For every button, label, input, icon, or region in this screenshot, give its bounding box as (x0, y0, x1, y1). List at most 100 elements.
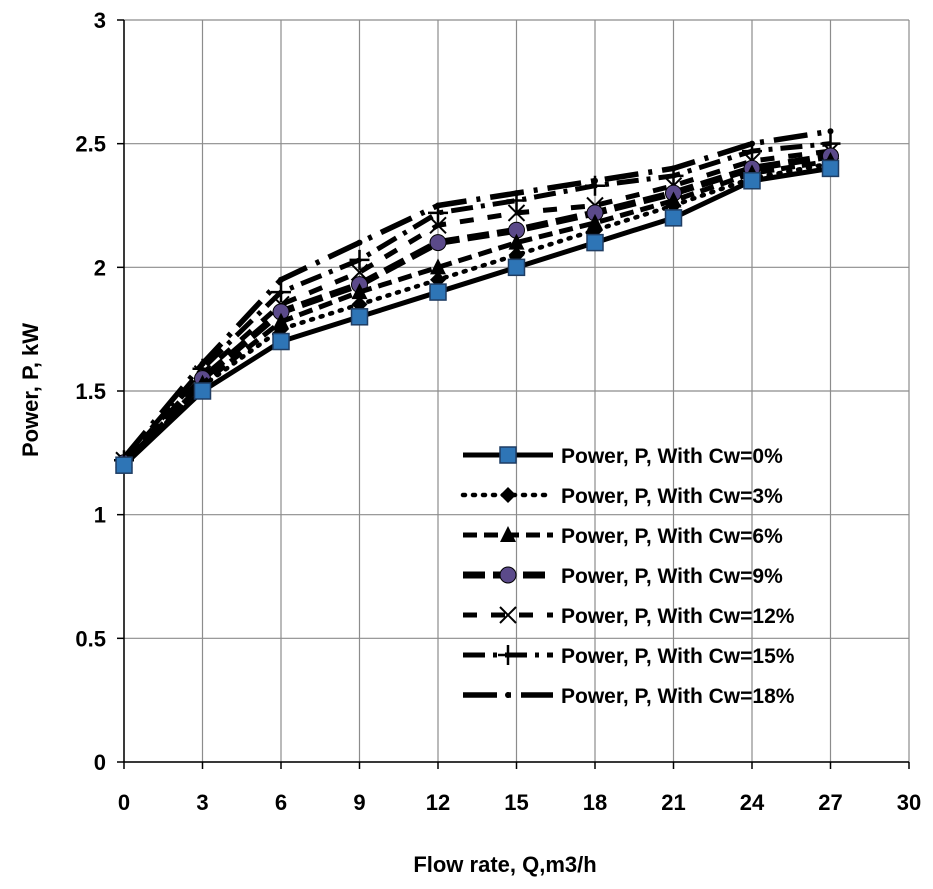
x-tick-label: 3 (196, 790, 208, 815)
data-point (507, 204, 526, 222)
marker-triangle (430, 258, 446, 275)
data-point (115, 456, 133, 474)
series-line (122, 165, 831, 468)
legend-swatch-marker (505, 692, 511, 698)
marker-square (586, 233, 604, 252)
legend-entry: Power, P, With Cw=9% (463, 565, 783, 588)
data-point (351, 283, 368, 300)
series-line (121, 152, 832, 466)
data-point (587, 213, 603, 230)
series-line (122, 141, 831, 462)
legend: Power, P, With Cw=0% Power, P, With Cw=3%… (460, 445, 795, 708)
tick-labels: 0 3 6 9 12 15 18 21 24 27 30 0 0.5 1 1.5 2 2.5 3 (75, 8, 921, 815)
marker-plus (349, 249, 370, 270)
data-point (429, 283, 447, 301)
data-point (506, 190, 527, 211)
data-point (272, 332, 290, 351)
marker-circle (429, 234, 447, 252)
series-line (121, 128, 831, 460)
legend-entry: Power, P, With Cw=6% (463, 525, 783, 548)
marker-dot (356, 239, 363, 246)
marker-square (350, 308, 369, 326)
marker-square (499, 446, 517, 464)
y-tick-label: 1.5 (75, 379, 106, 404)
data-point (428, 202, 448, 223)
marker-triangle (273, 312, 289, 329)
data-point (663, 165, 684, 186)
legend-label: Power, P, With Cw=3% (561, 485, 783, 508)
x-tick-label: 15 (504, 790, 528, 815)
marker-square (821, 159, 840, 178)
marker-diamond (500, 487, 516, 503)
y-tick-label: 3 (94, 8, 106, 33)
axes (117, 19, 910, 769)
marker-square (115, 456, 133, 474)
series-4 (115, 147, 839, 472)
marker-plus (663, 165, 684, 186)
y-tick-label: 2.5 (75, 132, 106, 157)
marker-plus (506, 190, 527, 211)
x-tick-label: 24 (740, 790, 765, 815)
legend-swatch-marker (500, 487, 516, 503)
x-tick-label: 0 (118, 790, 130, 815)
series-line (121, 161, 833, 468)
marker-x (350, 263, 369, 281)
marker-square (429, 283, 447, 301)
data-point (349, 249, 370, 270)
marker-triangle (587, 213, 603, 230)
legend-label: Power, P, With Cw=18% (561, 685, 795, 708)
y-tick-label: 0 (94, 750, 106, 775)
data-point (585, 175, 605, 196)
marker-x (429, 216, 447, 234)
y-tick-label: 2 (94, 255, 106, 280)
marker-diamond (508, 246, 525, 263)
marker-plus (742, 141, 762, 162)
data-point (193, 382, 212, 400)
legend-swatch-marker (500, 526, 516, 542)
marker-square (507, 258, 526, 277)
data-point (827, 128, 834, 135)
marker-square (193, 382, 212, 400)
x-tick-label: 18 (583, 790, 607, 815)
y-tick-label: 0.5 (75, 626, 106, 651)
marker-x (499, 606, 517, 624)
data-point (271, 282, 291, 303)
marker-dot (278, 276, 284, 283)
marker-plus (271, 282, 291, 303)
data-point (273, 312, 289, 329)
x-tick-label: 21 (661, 790, 685, 815)
x-tick-label: 6 (275, 790, 287, 815)
legend-swatch-marker (499, 566, 517, 584)
data-point (508, 246, 525, 263)
marker-dot (827, 128, 834, 135)
series-2 (116, 155, 839, 474)
data-point (664, 209, 683, 227)
series-1 (115, 159, 840, 474)
data-point (350, 263, 369, 281)
marker-x (507, 204, 526, 222)
legend-entry: Power, P, With Cw=15% (463, 645, 795, 668)
data-point (356, 239, 363, 246)
x-tick-label: 12 (426, 790, 450, 815)
series-6 (114, 133, 841, 471)
legend-label: Power, P, With Cw=0% (561, 445, 783, 468)
marker-triangle (508, 233, 525, 250)
series-line (122, 158, 831, 465)
marker-triangle (500, 526, 516, 542)
data-point (350, 308, 369, 326)
marker-circle (499, 566, 517, 584)
legend-entry: Power, P, With Cw=3% (460, 485, 783, 508)
series-line (122, 148, 831, 462)
legend-label: Power, P, With Cw=6% (561, 525, 783, 548)
data-point (278, 276, 284, 283)
data-point (429, 234, 447, 252)
x-tick-label: 30 (897, 790, 921, 815)
data-point (821, 159, 840, 178)
y-tick-label: 1 (94, 503, 106, 528)
data-point (430, 258, 446, 275)
x-tick-label: 27 (818, 790, 842, 815)
legend-swatch-marker (499, 446, 517, 464)
legend-entry: Power, P, With Cw=18% (463, 685, 795, 708)
marker-plus (498, 645, 518, 665)
